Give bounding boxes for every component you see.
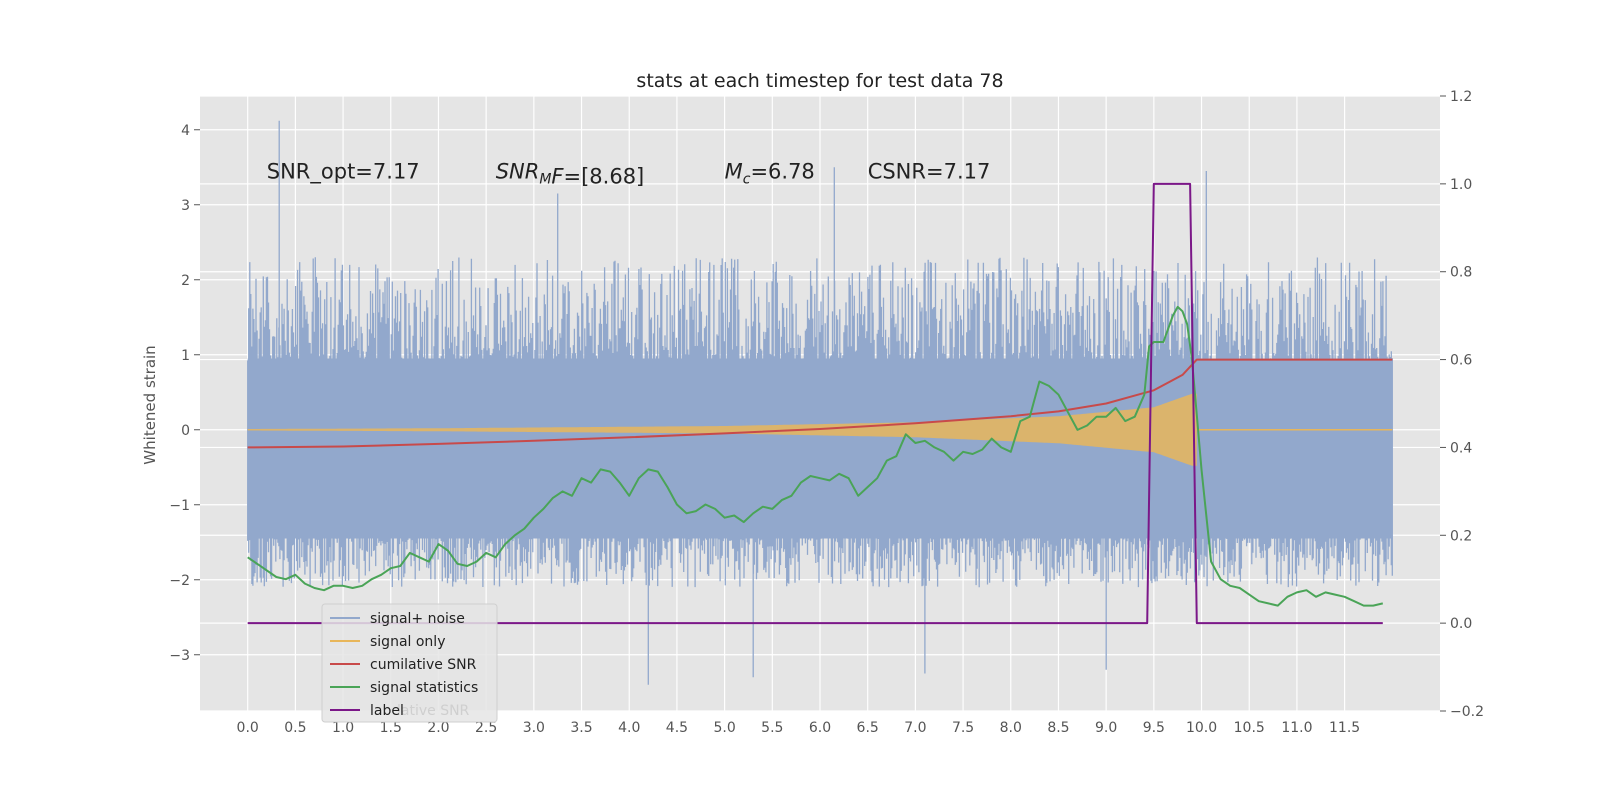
- y-axis-label: Whitened strain: [141, 345, 159, 464]
- x-tick-label: 0.5: [284, 720, 306, 736]
- series-layer: [247, 120, 1393, 685]
- x-tick-label: 11.5: [1329, 720, 1360, 736]
- y-tick-label: 0: [181, 423, 190, 439]
- y-right-tick-label: 0.8: [1450, 265, 1472, 281]
- legend-box: [321, 603, 498, 723]
- annotation: SNRMF=[8.68]: [496, 160, 645, 189]
- annotation: CSNR=7.17: [868, 160, 991, 184]
- legend-label: signal+ noise: [370, 611, 465, 627]
- x-tick-label: 5.5: [761, 720, 783, 736]
- y-right-tick-label: 1.0: [1450, 177, 1472, 193]
- x-tick-label: 1.5: [380, 720, 402, 736]
- y-right-tick-label: 1.2: [1450, 89, 1472, 105]
- y-right-tick-label: −0.2: [1450, 704, 1484, 720]
- x-tick-label: 4.5: [666, 720, 688, 736]
- legend: lative SNR signal+ noise signal only cumila…: [321, 603, 498, 723]
- y-right-tick-label: 0.0: [1450, 616, 1472, 632]
- x-tick-label: 8.5: [1047, 720, 1069, 736]
- x-tick-label: 3.5: [570, 720, 592, 736]
- y-right-tick-label: 0.6: [1450, 353, 1472, 369]
- y-tick-label: 4: [181, 123, 190, 139]
- y-right-tick-label: 0.2: [1450, 528, 1472, 544]
- x-tick-label: 6.5: [857, 720, 879, 736]
- x-tick-label: 10.5: [1234, 720, 1265, 736]
- legend-label: cumilative SNR: [370, 657, 477, 673]
- series-label: [247, 182, 1383, 625]
- x-tick-label: 9.5: [1143, 720, 1165, 736]
- y-tick-label: −1: [169, 498, 190, 514]
- legend-ghost-text: lative SNR: [397, 703, 470, 719]
- chart-title: stats at each timestep for test data 78: [636, 70, 1003, 92]
- x-tick-label: 11.0: [1281, 720, 1312, 736]
- y-tick-label: 2: [181, 273, 190, 289]
- x-tick-label: 8.0: [1000, 720, 1022, 736]
- x-tick-label: 6.0: [809, 720, 831, 736]
- x-tick-label: 0.0: [237, 720, 259, 736]
- series-signal-only: [247, 393, 1393, 466]
- x-tick-label: 4.0: [618, 720, 640, 736]
- x-tick-label: 3.0: [523, 720, 545, 736]
- x-tick-label: 2.0: [427, 720, 449, 736]
- x-tick-label: 9.0: [1095, 720, 1117, 736]
- x-tick-label: 1.0: [332, 720, 354, 736]
- x-tick-label: 7.5: [952, 720, 974, 736]
- series-cumilative-snr: [247, 358, 1393, 449]
- x-tick-label: 5.0: [713, 720, 735, 736]
- y-tick-label: −3: [169, 648, 190, 664]
- legend-label: signal only: [370, 634, 445, 650]
- chirp-envelope: [247, 393, 1197, 466]
- legend-label: label: [370, 703, 404, 719]
- y-tick-label: −2: [169, 573, 190, 589]
- y-tick-label: 1: [181, 348, 190, 364]
- x-tick-label: 7.0: [904, 720, 926, 736]
- annotation: SNR_opt=7.17: [267, 160, 420, 185]
- annotations: SNR_opt=7.17 SNRMF=[8.68] Mc=6.78 CSNR=7.17: [267, 160, 991, 189]
- y-right-tick-label: 0.4: [1450, 440, 1472, 456]
- annotation: Mc=6.78: [725, 160, 815, 188]
- legend-label: signal statistics: [370, 680, 478, 696]
- x-tick-label: 10.0: [1186, 720, 1217, 736]
- ticks: 0.0 0.5 1.0 1.5 2.0 2.5 3.0 3.5 4.0 4.5 5.0 5.5 6.0 6…: [169, 89, 1484, 736]
- series-signal-statistics: [247, 305, 1384, 607]
- y-tick-label: 3: [181, 198, 190, 214]
- x-tick-label: 2.5: [475, 720, 497, 736]
